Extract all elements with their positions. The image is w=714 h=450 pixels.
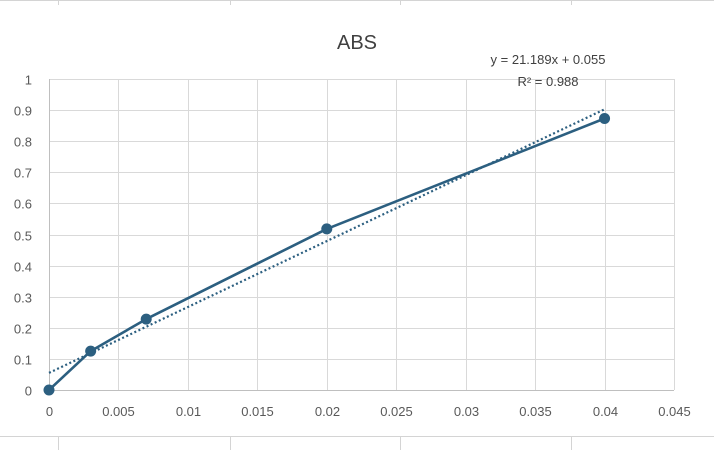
x-tick-label: 0.02 bbox=[315, 404, 340, 419]
x-tick-label: 0.035 bbox=[519, 404, 552, 419]
x-tick-label: 0.04 bbox=[593, 404, 618, 419]
y-tick-label: 0.1 bbox=[14, 353, 32, 368]
data-point bbox=[599, 112, 611, 124]
x-tick-labels: 0 0.005 0.01 0.015 0.02 0.025 0.03 0.035 0.04 0.0… bbox=[46, 404, 691, 419]
y-tick-label: 0.3 bbox=[14, 291, 32, 306]
chart-title: ABS bbox=[337, 32, 377, 54]
y-tick-label: 1 bbox=[25, 73, 32, 88]
x-tick-label: 0.005 bbox=[102, 404, 135, 419]
x-tick-label: 0.03 bbox=[454, 404, 479, 419]
trendline bbox=[48, 108, 606, 374]
trendline-line bbox=[48, 108, 606, 374]
data-point bbox=[43, 384, 55, 396]
y-tick-label: 0.5 bbox=[14, 229, 32, 244]
y-tick-labels: 0 0.1 0.2 0.3 0.4 0.5 0.6 0.7 0.8 0.9 1 bbox=[14, 73, 32, 399]
sheet-grid-bottom bbox=[0, 436, 714, 450]
axes bbox=[49, 79, 674, 391]
data-point bbox=[85, 345, 97, 357]
data-point bbox=[321, 223, 333, 235]
series-line bbox=[48, 117, 606, 391]
x-tick-label: 0.015 bbox=[241, 404, 274, 419]
y-tick-label: 0.9 bbox=[14, 104, 32, 119]
sheet-grid-top bbox=[0, 0, 714, 5]
y-tick-label: 0.6 bbox=[14, 197, 32, 212]
y-tick-label: 0 bbox=[25, 384, 32, 399]
data-point bbox=[140, 313, 152, 325]
trendline-equation: y = 21.189x + 0.055 bbox=[491, 52, 606, 67]
y-tick-label: 0.2 bbox=[14, 322, 32, 337]
trendline-r-squared: R² = 0.988 bbox=[517, 74, 578, 89]
y-tick-label: 0.7 bbox=[14, 166, 32, 181]
gridlines bbox=[49, 79, 675, 390]
y-tick-label: 0.4 bbox=[14, 260, 32, 275]
x-tick-label: 0 bbox=[46, 404, 53, 419]
series-abs bbox=[43, 112, 611, 396]
x-tick-label: 0.045 bbox=[658, 404, 691, 419]
y-tick-label: 0.8 bbox=[14, 135, 32, 150]
x-tick-label: 0.025 bbox=[380, 404, 413, 419]
x-tick-label: 0.01 bbox=[176, 404, 201, 419]
